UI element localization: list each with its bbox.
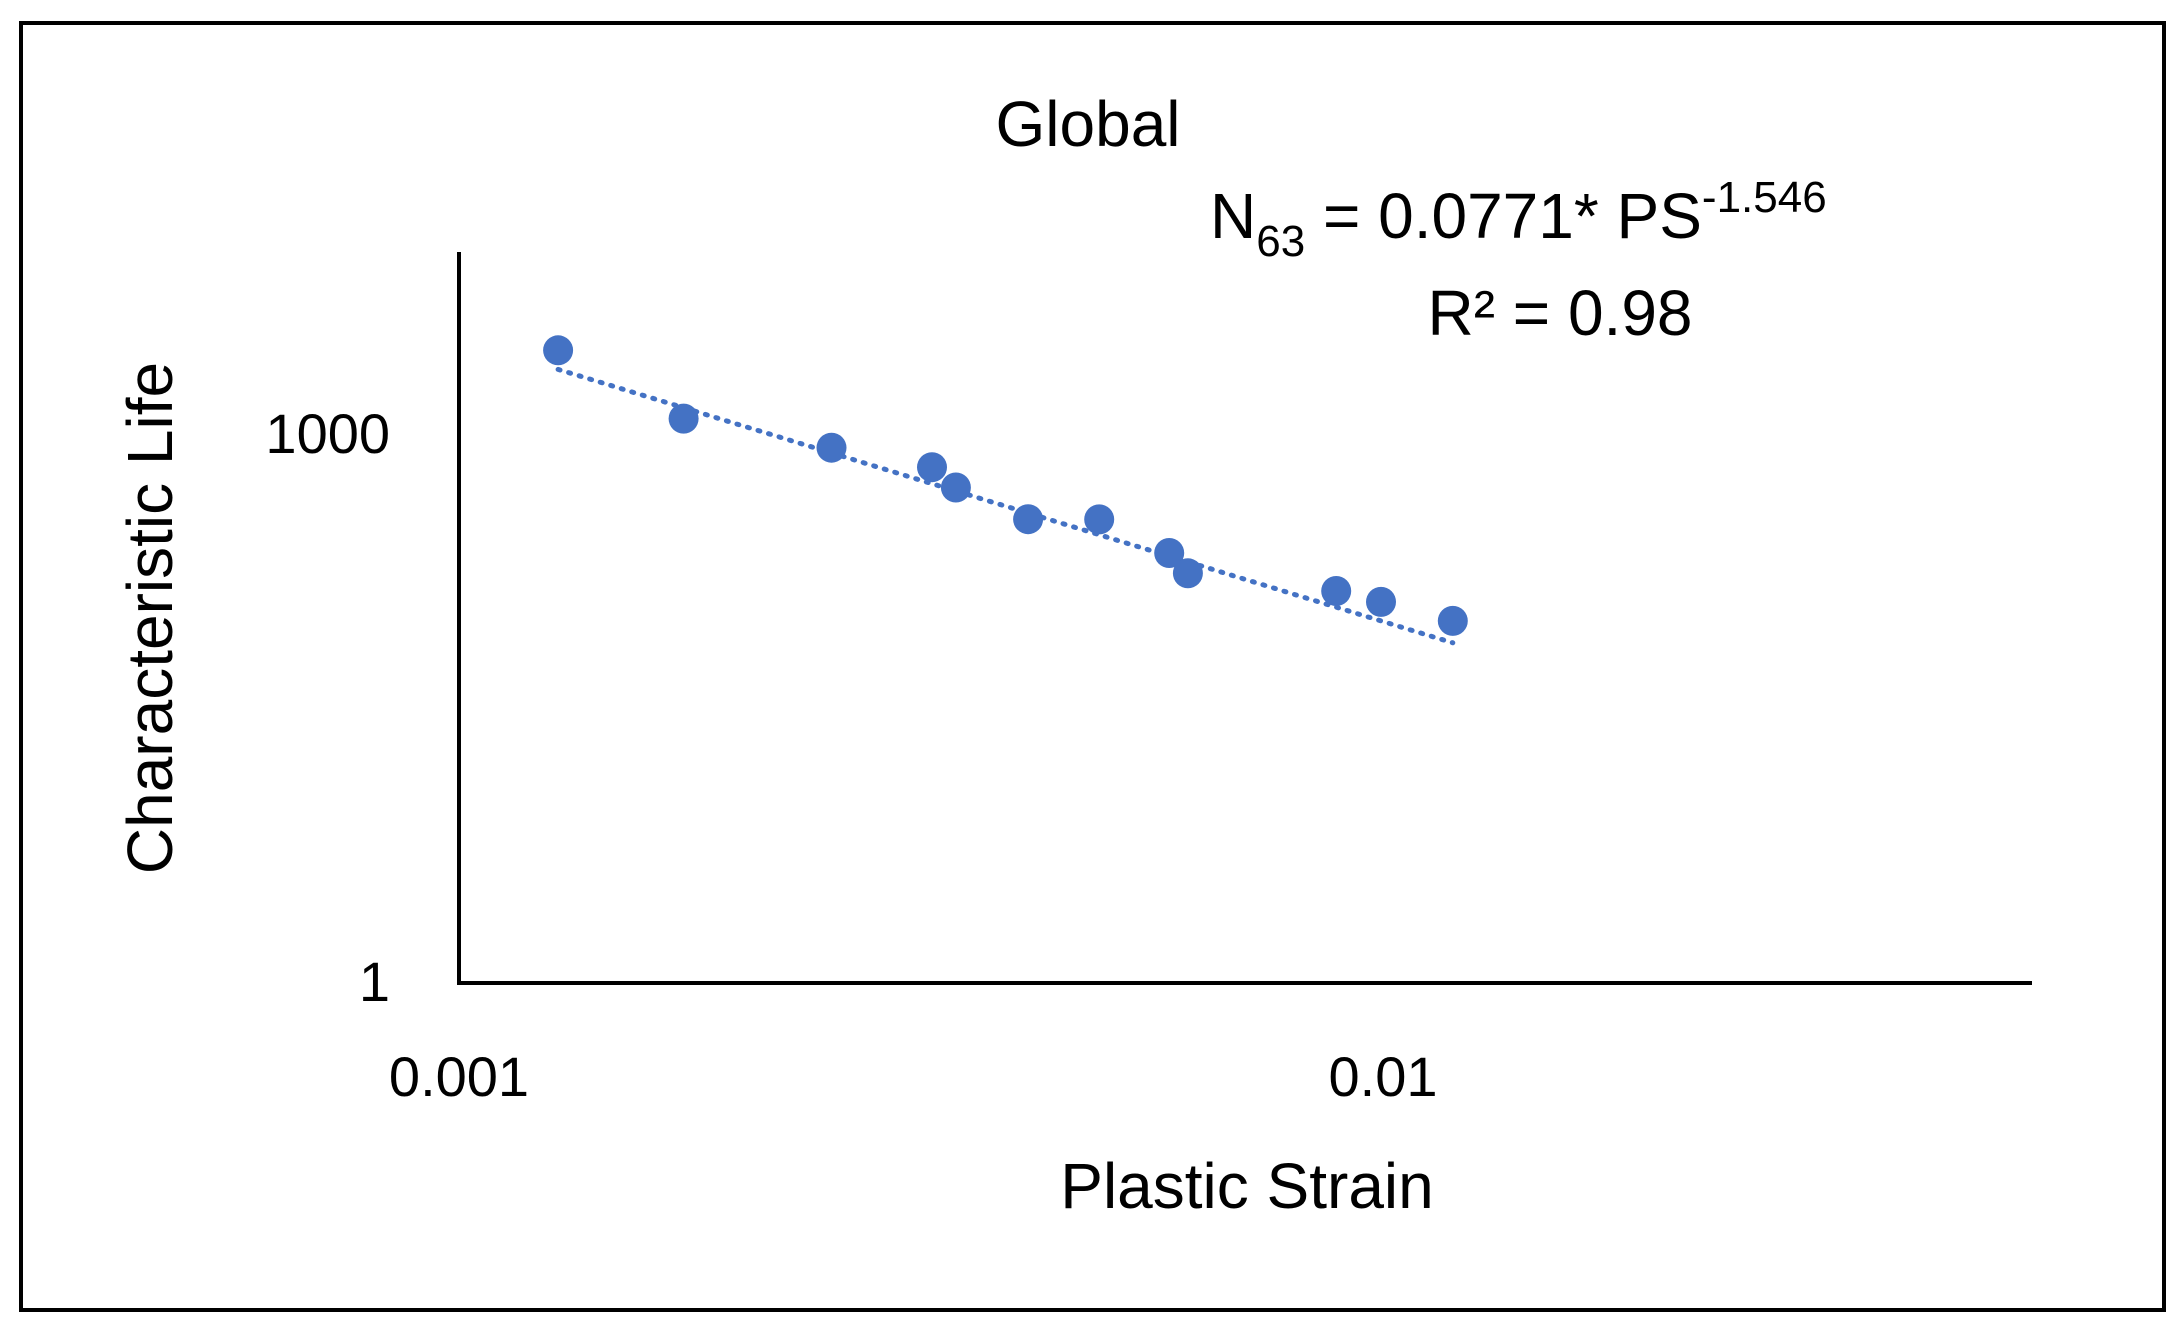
data-point <box>1437 605 1468 636</box>
plot-area <box>543 335 1468 646</box>
x-axis-title: Plastic Strain <box>1060 1150 1433 1222</box>
data-point <box>668 403 699 434</box>
data-point <box>1366 586 1396 617</box>
data-point <box>1013 504 1044 535</box>
data-point <box>1154 538 1185 568</box>
chart-frame <box>19 21 2166 1312</box>
data-point <box>940 472 971 503</box>
data-point <box>917 452 947 483</box>
data-point <box>1084 504 1115 535</box>
equation-subscript: 63 <box>1256 217 1305 266</box>
r-squared-label: R² = 0.98 <box>1427 277 1692 349</box>
x-tick-label: 0.01 <box>1329 1045 1438 1108</box>
y-tick-label: 1 <box>359 950 390 1013</box>
data-point <box>1172 558 1203 589</box>
trendline <box>555 366 1456 646</box>
equation-body: = 0.0771* PS <box>1305 180 1702 252</box>
equation-n: N <box>1210 180 1256 252</box>
y-axis-title: Characteristic Life <box>114 362 186 874</box>
equation-superscript: -1.546 <box>1702 173 1827 222</box>
data-point <box>816 432 847 463</box>
data-point <box>543 335 574 366</box>
data-point <box>1321 576 1352 606</box>
chart-title: Global <box>996 88 1181 160</box>
y-tick-label: 1000 <box>265 402 390 465</box>
trendline-equation: N63 = 0.0771* PS-1.546 <box>1210 173 1827 266</box>
x-tick-label: 0.001 <box>389 1045 529 1108</box>
